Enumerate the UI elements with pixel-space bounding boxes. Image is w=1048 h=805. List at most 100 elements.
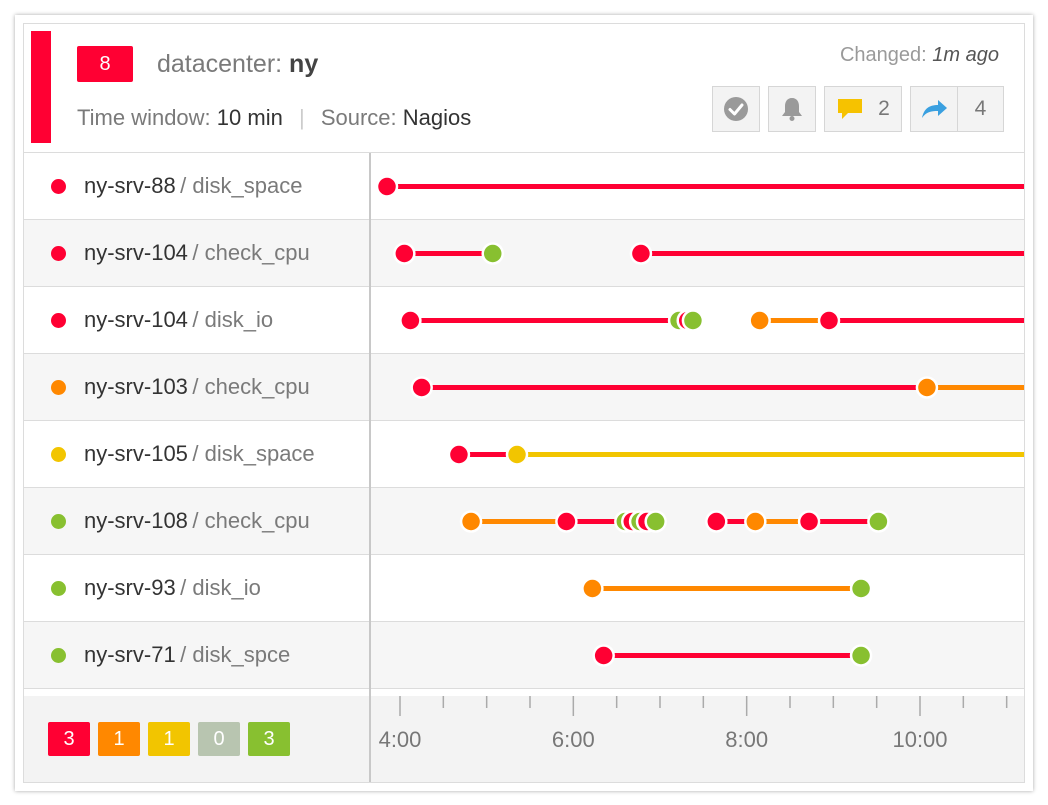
service-name: / disk_io <box>192 307 274 332</box>
legend-unknown-count[interactable]: 0 <box>198 722 240 756</box>
check-label: ny-srv-103 / check_cpu <box>24 354 369 420</box>
event-timeline: 4:00 6:00 8:00 10:00 <box>375 175 1024 752</box>
event-marker <box>629 242 653 265</box>
service-name: / disk_io <box>180 575 261 600</box>
axis-tick-label: 10:00 <box>892 727 947 752</box>
service-name: / disk_spce <box>180 642 291 667</box>
comment-icon <box>838 99 863 119</box>
host-name: ny-srv-103 <box>84 374 188 399</box>
event-marker <box>915 376 939 399</box>
status-dot <box>51 245 66 261</box>
acknowledge-button[interactable] <box>712 86 760 132</box>
host-name: ny-srv-88 <box>84 173 176 198</box>
event-marker <box>393 242 416 265</box>
event-marker <box>705 510 728 533</box>
check-row[interactable]: ny-srv-104 / disk_io <box>24 287 1024 354</box>
check-label: ny-srv-105 / disk_space <box>24 421 369 487</box>
bell-icon <box>782 98 802 121</box>
check-label: ny-srv-104 / check_cpu <box>24 220 369 286</box>
service-name: / disk_space <box>180 173 303 198</box>
legend-minor-count[interactable]: 1 <box>148 722 190 756</box>
legend-ok-count[interactable]: 3 <box>248 722 290 756</box>
check-label: ny-srv-108 / check_cpu <box>24 488 369 554</box>
legend-critical-count[interactable]: 3 <box>48 722 90 756</box>
check-row[interactable]: ny-srv-88 / disk_space <box>24 153 1024 220</box>
event-marker <box>867 510 890 533</box>
status-dot <box>51 446 66 462</box>
event-marker <box>849 577 873 600</box>
event-marker <box>375 175 399 198</box>
event-marker <box>644 510 667 533</box>
host-name: ny-srv-71 <box>84 642 176 667</box>
timeline-divider <box>369 153 371 782</box>
status-dot <box>51 379 66 395</box>
event-marker <box>399 309 422 332</box>
severity-bar <box>31 31 51 143</box>
event-marker <box>748 309 771 332</box>
event-marker <box>849 644 873 667</box>
event-marker <box>505 443 529 466</box>
status-dot <box>51 580 66 596</box>
host-name: ny-srv-105 <box>84 441 188 466</box>
title-key: datacenter: <box>157 50 283 78</box>
share-icon-wrap <box>911 87 958 131</box>
check-label: ny-srv-93 / disk_io <box>24 555 369 621</box>
host-name: ny-srv-104 <box>84 240 188 265</box>
alert-meta: Time window: 10 min | Source: Nagios <box>77 105 471 131</box>
notify-button[interactable] <box>768 86 816 132</box>
changed-label: Changed: <box>839 44 927 66</box>
event-marker <box>447 443 471 466</box>
host-name: ny-srv-108 <box>84 508 188 533</box>
event-marker <box>744 510 767 533</box>
check-label: ny-srv-71 / disk_spce <box>24 622 369 688</box>
check-row[interactable]: ny-srv-93 / disk_io <box>24 555 1024 622</box>
source-label: Source: <box>320 105 397 130</box>
service-name: / check_cpu <box>192 240 310 265</box>
time-window-value: 10 min <box>216 105 283 130</box>
check-label: ny-srv-104 / disk_io <box>24 287 369 353</box>
timeline-footer: 3 1 1 0 3 <box>24 696 1024 782</box>
time-window-label: Time window: <box>77 105 211 130</box>
alert-count-badge: 8 <box>77 46 133 82</box>
host-name: ny-srv-93 <box>84 575 176 600</box>
title-value: ny <box>289 50 319 78</box>
event-marker <box>797 510 821 533</box>
event-marker <box>817 309 841 332</box>
share-arrow-icon <box>921 100 947 118</box>
legend-warning-count[interactable]: 1 <box>98 722 140 756</box>
comments-count: 2 <box>878 97 890 120</box>
status-dot <box>51 312 66 328</box>
service-name: / disk_space <box>192 441 315 466</box>
axis-tick-label: 8:00 <box>725 727 768 752</box>
host-name: ny-srv-104 <box>84 307 188 332</box>
axis-tick-label: 4:00 <box>379 727 422 752</box>
changed-value: 1m ago <box>932 44 999 66</box>
status-dot <box>51 647 66 663</box>
event-marker <box>555 510 578 533</box>
check-circle-icon <box>724 97 748 121</box>
event-marker <box>459 510 483 533</box>
alert-panel: 8 datacenter: ny Time window: 10 min | S… <box>23 23 1025 783</box>
check-row[interactable]: ny-srv-105 / disk_space <box>24 421 1024 488</box>
source-value: Nagios <box>402 105 472 130</box>
service-name: / check_cpu <box>192 508 310 533</box>
event-marker <box>592 644 615 667</box>
comments-button[interactable]: 2 <box>824 86 902 132</box>
event-marker <box>481 242 504 265</box>
alert-title: datacenter: ny <box>157 50 318 79</box>
meta-separator: | <box>298 105 305 130</box>
status-legend: 3 1 1 0 3 <box>48 722 298 756</box>
changed-info: Changed: 1m ago <box>840 44 999 67</box>
header-divider <box>24 152 1024 153</box>
status-dot <box>51 178 66 194</box>
event-marker <box>581 577 604 600</box>
event-marker <box>410 376 433 399</box>
alert-card: 8 datacenter: ny Time window: 10 min | S… <box>15 15 1033 791</box>
service-name: / check_cpu <box>192 374 310 399</box>
share-button[interactable]: 4 <box>910 86 1004 132</box>
check-label: ny-srv-88 / disk_space <box>24 153 369 219</box>
shares-count: 4 <box>974 97 987 120</box>
event-marker <box>681 309 705 332</box>
status-dot <box>51 513 66 529</box>
axis-tick-label: 6:00 <box>552 727 595 752</box>
